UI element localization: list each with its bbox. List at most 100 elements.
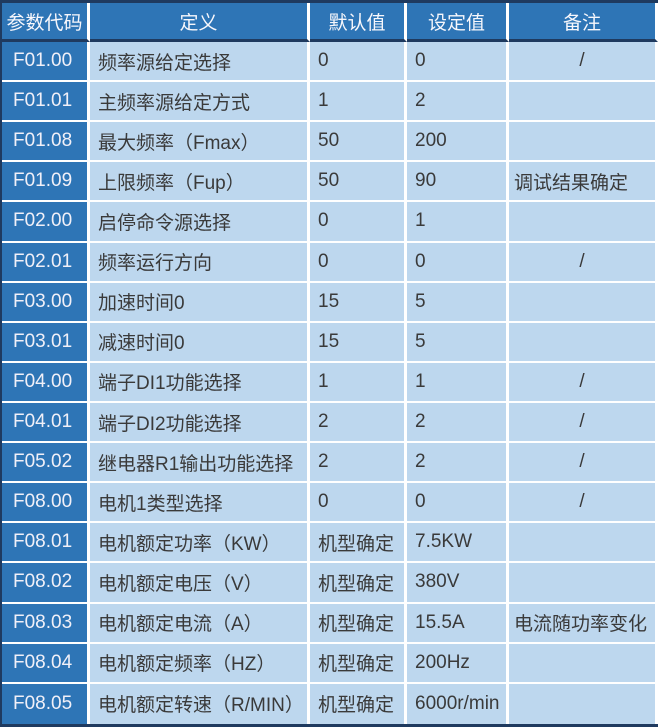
set-value-cell: 5 <box>407 322 509 363</box>
table-row: F04.01 端子DI2功能选择 2 2 / <box>2 402 658 444</box>
param-code-cell: F01.00 <box>2 42 90 83</box>
set-value-cell: 1 <box>407 202 509 243</box>
remark-cell: 电流随功率变化 <box>509 603 658 644</box>
col-header-remark: 备注 <box>509 3 658 42</box>
set-value-cell: 2 <box>407 82 509 123</box>
set-value-cell: 7.5KW <box>407 523 509 564</box>
param-code-cell: F08.01 <box>2 523 90 564</box>
remark-cell <box>509 643 658 684</box>
table-row: F02.00 启停命令源选择 0 1 <box>2 202 658 243</box>
param-code-cell: F08.02 <box>2 563 90 604</box>
remark-cell: / <box>509 242 658 283</box>
table-row: F05.02 继电器R1输出功能选择 2 2 / <box>2 443 658 484</box>
param-code-cell: F08.00 <box>2 483 90 524</box>
definition-cell: 端子DI2功能选择 <box>90 402 310 444</box>
default-value-cell: 机型确定 <box>310 603 407 644</box>
table-body: F01.00 频率源给定选择 0 0 / F01.01 主频率源给定方式 1 2… <box>2 42 658 724</box>
param-code-cell: F01.01 <box>2 82 90 123</box>
table-row: F08.05 电机额定转速（R/MIN） 机型确定 6000r/min <box>2 683 658 724</box>
vfd-parameter-table: 参数代码 定义 默认值 设定值 备注 F01.00 频率源给定选择 0 0 / … <box>2 3 658 724</box>
remark-cell: / <box>509 42 658 83</box>
default-value-cell: 50 <box>310 162 407 203</box>
param-code-cell: F01.08 <box>2 122 90 163</box>
definition-cell: 电机1类型选择 <box>90 483 310 524</box>
remark-cell <box>509 82 658 123</box>
remark-cell <box>509 683 658 724</box>
remark-cell <box>509 322 658 363</box>
table-row: F08.01 电机额定功率（KW） 机型确定 7.5KW <box>2 523 658 564</box>
col-header-param-code: 参数代码 <box>2 3 90 42</box>
default-value-cell: 2 <box>310 443 407 484</box>
param-code-cell: F05.02 <box>2 443 90 484</box>
table-header-row: 参数代码 定义 默认值 设定值 备注 <box>2 3 658 42</box>
table-row: F08.02 电机额定电压（V） 机型确定 380V <box>2 563 658 604</box>
definition-cell: 电机额定转速（R/MIN） <box>90 683 310 724</box>
remark-cell <box>509 202 658 243</box>
default-value-cell: 1 <box>310 362 407 403</box>
col-header-default-value: 默认值 <box>310 3 407 42</box>
table-row: F08.03 电机额定电流（A） 机型确定 15.5A 电流随功率变化 <box>2 603 658 644</box>
set-value-cell: 200Hz <box>407 643 509 684</box>
default-value-cell: 50 <box>310 122 407 163</box>
table-row: F01.01 主频率源给定方式 1 2 <box>2 82 658 123</box>
param-code-cell: F08.03 <box>2 603 90 644</box>
default-value-cell: 15 <box>310 282 407 323</box>
default-value-cell: 0 <box>310 42 407 83</box>
definition-cell: 主频率源给定方式 <box>90 82 310 123</box>
set-value-cell: 0 <box>407 42 509 83</box>
set-value-cell: 380V <box>407 563 509 604</box>
definition-cell: 加速时间0 <box>90 282 310 323</box>
definition-cell: 频率运行方向 <box>90 242 310 283</box>
table-row: F01.08 最大频率（Fmax） 50 200 <box>2 122 658 163</box>
param-code-cell: F04.00 <box>2 362 90 403</box>
remark-cell <box>509 523 658 564</box>
remark-cell <box>509 282 658 323</box>
remark-cell: / <box>509 402 658 444</box>
param-code-cell: F02.01 <box>2 242 90 283</box>
default-value-cell: 0 <box>310 202 407 243</box>
remark-cell <box>509 563 658 604</box>
param-code-cell: F03.01 <box>2 322 90 363</box>
table-row: F03.00 加速时间0 15 5 <box>2 282 658 323</box>
param-code-cell: F08.05 <box>2 683 90 724</box>
default-value-cell: 15 <box>310 322 407 363</box>
definition-cell: 上限频率（Fup） <box>90 162 310 203</box>
default-value-cell: 机型确定 <box>310 643 407 684</box>
definition-cell: 电机额定频率（HZ） <box>90 643 310 684</box>
table-row: F04.00 端子DI1功能选择 1 1 / <box>2 362 658 403</box>
default-value-cell: 机型确定 <box>310 683 407 724</box>
default-value-cell: 0 <box>310 483 407 524</box>
default-value-cell: 0 <box>310 242 407 283</box>
col-header-definition: 定义 <box>90 3 310 42</box>
param-code-cell: F08.04 <box>2 643 90 684</box>
set-value-cell: 2 <box>407 402 509 444</box>
set-value-cell: 90 <box>407 162 509 203</box>
table-row: F03.01 减速时间0 15 5 <box>2 322 658 363</box>
definition-cell: 电机额定功率（KW） <box>90 523 310 564</box>
remark-cell: / <box>509 362 658 403</box>
table-row: F08.00 电机1类型选择 0 0 / <box>2 483 658 524</box>
table-row: F02.01 频率运行方向 0 0 / <box>2 242 658 283</box>
table-row: F01.09 上限频率（Fup） 50 90 调试结果确定 <box>2 162 658 203</box>
remark-cell: 调试结果确定 <box>509 162 658 203</box>
set-value-cell: 200 <box>407 122 509 163</box>
remark-cell: / <box>509 483 658 524</box>
remark-cell <box>509 122 658 163</box>
param-code-cell: F03.00 <box>2 282 90 323</box>
param-code-cell: F02.00 <box>2 202 90 243</box>
definition-cell: 减速时间0 <box>90 322 310 363</box>
param-code-cell: F04.01 <box>2 402 90 444</box>
table-row: F08.04 电机额定频率（HZ） 机型确定 200Hz <box>2 643 658 684</box>
default-value-cell: 1 <box>310 82 407 123</box>
definition-cell: 最大频率（Fmax） <box>90 122 310 163</box>
definition-cell: 电机额定电流（A） <box>90 603 310 644</box>
remark-cell: / <box>509 443 658 484</box>
set-value-cell: 15.5A <box>407 603 509 644</box>
set-value-cell: 2 <box>407 443 509 484</box>
default-value-cell: 机型确定 <box>310 563 407 604</box>
table-row: F01.00 频率源给定选择 0 0 / <box>2 42 658 83</box>
definition-cell: 继电器R1输出功能选择 <box>90 443 310 484</box>
set-value-cell: 5 <box>407 282 509 323</box>
definition-cell: 启停命令源选择 <box>90 202 310 243</box>
